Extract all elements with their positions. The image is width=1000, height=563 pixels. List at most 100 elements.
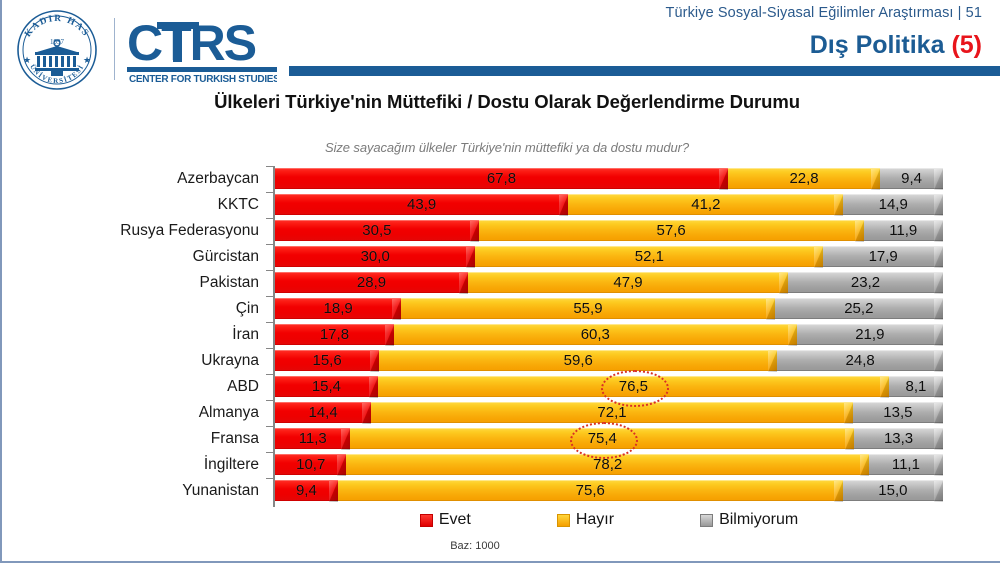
axis-tick — [266, 374, 274, 375]
bar-segment-evet[interactable]: 9,4 — [275, 480, 338, 502]
bar-segment-hayir[interactable]: 78,2 — [346, 454, 870, 476]
legend-item-evet[interactable]: Evet — [419, 511, 471, 529]
bar-row[interactable]: 14,4 72,1 13,5 — [275, 402, 944, 424]
category-label: Azerbaycan — [177, 170, 259, 187]
bar-row[interactable]: 9,4 75,6 15,0 — [275, 480, 944, 502]
bar-segment-evet[interactable]: 14,4 — [275, 402, 372, 424]
bar-row[interactable]: 17,8 60,3 21,9 — [275, 324, 944, 346]
axis-tick — [266, 296, 274, 297]
bar-row[interactable]: 28,9 47,9 23,2 — [275, 272, 943, 294]
bar-value-label: 52,1 — [634, 248, 664, 265]
bar-segment-hayir[interactable]: 55,9 — [401, 298, 776, 320]
bar-row[interactable]: 30,5 57,6 11,9 — [275, 220, 944, 242]
bar-row[interactable]: 10,7 78,2 11,1 — [275, 454, 944, 476]
ctrs-tagline: CENTER FOR TURKISH STUDIES — [129, 74, 277, 84]
bar-segment-bilmiyorum[interactable]: 13,5 — [852, 402, 944, 424]
bar-segment-hayir[interactable]: 75,4 — [350, 428, 855, 450]
category-label: Rusya Federasyonu — [120, 222, 259, 239]
bar-value-label: 17,8 — [319, 326, 350, 343]
bar-segment-bilmiyorum[interactable]: 9,4 — [880, 168, 943, 190]
bar-segment-evet[interactable]: 28,9 — [275, 272, 469, 294]
bar-row[interactable]: 18,9 55,9 25,2 — [275, 298, 944, 320]
bar-row[interactable]: 30,0 52,1 17,9 — [275, 246, 943, 268]
bar-row[interactable]: 11,3 75,4 13,3 — [275, 428, 943, 450]
bar-segment-evet[interactable]: 43,9 — [275, 194, 569, 216]
bar-segment-bilmiyorum[interactable]: 13,3 — [854, 428, 943, 450]
bar-segment-bilmiyorum[interactable]: 17,9 — [823, 246, 943, 268]
bar-segment-bilmiyorum[interactable]: 11,9 — [863, 220, 944, 242]
axis-tick — [266, 244, 274, 245]
bar-segment-bilmiyorum[interactable]: 8,1 — [888, 376, 944, 398]
bar-segment-evet[interactable]: 30,5 — [275, 220, 479, 242]
bar-segment-hayir[interactable]: 75,6 — [337, 480, 843, 502]
category-label: Yunanistan — [182, 482, 259, 499]
category-axis-labels: Azerbaycan KKTC Rusya Federasyonu Gürcistan… — [2, 164, 268, 507]
bar-segment-bilmiyorum[interactable]: 21,9 — [796, 324, 944, 346]
bar-value-label: 60,3 — [580, 326, 610, 343]
chart-footnote: Baz: 1000 — [450, 540, 500, 552]
bar-value-label: 23,2 — [850, 274, 881, 291]
bar-value-label: 15,4 — [311, 378, 342, 395]
bar-segment-evet[interactable]: 11,3 — [275, 428, 351, 450]
bar-value-label: 13,3 — [883, 430, 914, 447]
header-blue-rule — [289, 66, 1000, 76]
bar-value-label: 21,9 — [855, 326, 885, 343]
bar-segment-bilmiyorum[interactable]: 25,2 — [774, 298, 944, 320]
bar-segment-bilmiyorum[interactable]: 15,0 — [842, 480, 944, 502]
bar-series-container: 67,8 22,8 9,4 43,9 41,2 14,9 30,5 57,6 11,9 30,0 5… — [275, 164, 944, 509]
bar-segment-hayir[interactable]: 59,6 — [379, 350, 778, 372]
bar-segment-hayir[interactable]: 57,6 — [478, 220, 864, 242]
axis-tick — [266, 478, 274, 479]
bar-segment-hayir[interactable]: 52,1 — [475, 246, 824, 268]
bar-value-label: 9,4 — [901, 170, 922, 187]
bar-value-label: 14,9 — [878, 196, 908, 213]
bar-value-label: 15,0 — [878, 482, 908, 499]
bar-segment-evet[interactable]: 18,9 — [275, 298, 402, 320]
bar-segment-bilmiyorum[interactable]: 14,9 — [843, 194, 943, 216]
bar-value-label: 30,5 — [362, 222, 392, 239]
bar-segment-evet[interactable]: 15,6 — [275, 350, 380, 372]
bar-row[interactable]: 67,8 22,8 9,4 — [275, 168, 943, 190]
bar-segment-evet[interactable]: 15,4 — [275, 376, 378, 398]
bar-value-label: 72,1 — [597, 404, 627, 421]
survey-header-line: Türkiye Sosyal-Siyasal Eğilimler Araştır… — [665, 5, 982, 21]
bar-row[interactable]: 15,4 76,5 8,1 — [275, 376, 944, 398]
bar-row[interactable]: 15,6 59,6 24,8 — [275, 350, 943, 372]
chart-subtitle: Size sayacağım ülkeler Türkiye'nin mütte… — [325, 140, 689, 155]
legend-label: Bilmiyorum — [719, 511, 799, 528]
bar-segment-evet[interactable]: 17,8 — [275, 324, 394, 346]
category-label: Gürcistan — [192, 248, 259, 265]
bar-segment-bilmiyorum[interactable]: 23,2 — [788, 272, 943, 294]
bar-value-label: 22,8 — [789, 170, 819, 187]
bar-segment-bilmiyorum[interactable]: 24,8 — [777, 350, 943, 372]
axis-tick — [266, 426, 274, 427]
bar-value-label: 43,9 — [407, 196, 437, 213]
category-label: KKTC — [217, 196, 259, 213]
bar-value-label: 17,9 — [868, 248, 898, 265]
chart-plot-area: Azerbaycan KKTC Rusya Federasyonu Gürcistan… — [2, 164, 1000, 512]
bar-segment-hayir[interactable]: 22,8 — [727, 168, 881, 190]
bar-segment-evet[interactable]: 30,0 — [275, 246, 476, 268]
axis-tick — [266, 452, 274, 453]
bar-segment-hayir[interactable]: 76,5 — [377, 376, 889, 398]
section-title: Dış Politika (5) — [810, 31, 982, 60]
legend-item-bilmiyorum[interactable]: Bilmiyorum — [700, 511, 798, 529]
bar-value-label: 13,5 — [883, 404, 913, 421]
bar-value-label: 11,9 — [889, 222, 918, 239]
bar-segment-evet[interactable]: 67,8 — [275, 168, 728, 190]
bar-segment-hayir[interactable]: 60,3 — [393, 324, 797, 346]
bar-row[interactable]: 43,9 41,2 14,9 — [275, 194, 943, 216]
bar-value-label: 59,6 — [563, 352, 593, 369]
bar-value-label: 11,3 — [298, 430, 327, 447]
bar-segment-bilmiyorum[interactable]: 11,1 — [868, 454, 944, 476]
category-label: Almanya — [198, 404, 259, 421]
bar-value-label: 8,1 — [905, 378, 927, 395]
legend-item-hayır[interactable]: Hayır — [556, 511, 614, 529]
axis-tick — [266, 348, 274, 349]
bar-segment-hayir[interactable]: 41,2 — [568, 194, 844, 216]
bar-segment-hayir[interactable]: 72,1 — [371, 402, 853, 424]
bar-segment-hayir[interactable]: 47,9 — [468, 272, 789, 294]
bar-segment-evet[interactable]: 10,7 — [275, 454, 347, 476]
bar-value-label: 75,6 — [575, 482, 605, 499]
